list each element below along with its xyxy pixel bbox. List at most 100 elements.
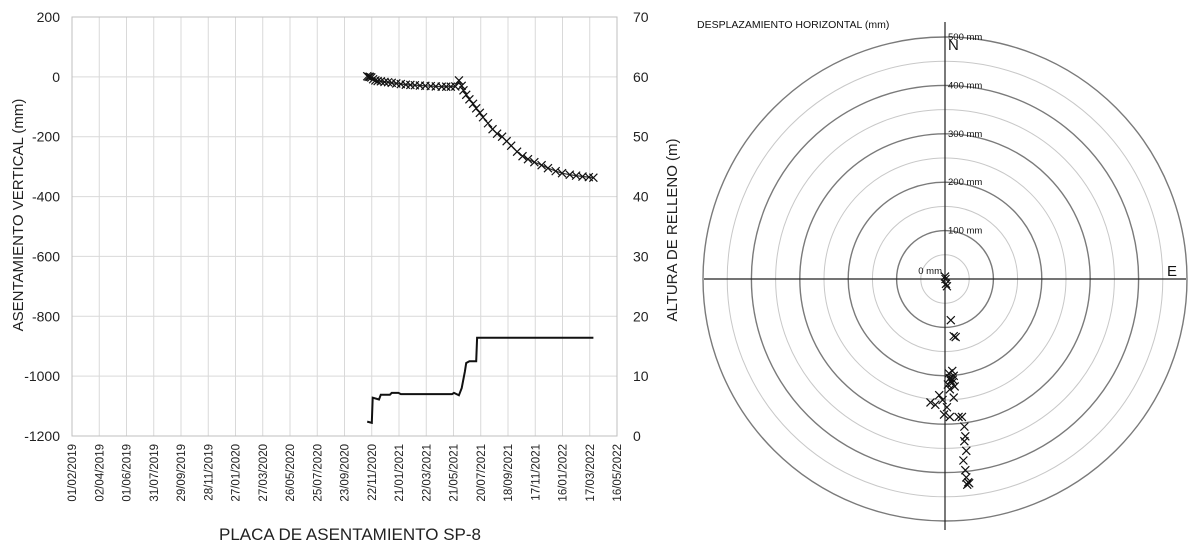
y2-tick-label: 30 — [633, 248, 649, 264]
settlement-point — [557, 168, 567, 178]
settlement-point — [383, 77, 393, 87]
y2-tick-label: 10 — [633, 368, 649, 384]
displacement-point — [926, 397, 935, 407]
ring-label: 0 mm — [918, 266, 942, 277]
settlement-point — [464, 94, 474, 104]
displacement-point — [942, 281, 952, 291]
x-tick-label: 27/03/2020 — [258, 444, 270, 502]
displacement-point — [947, 366, 957, 376]
settlement-point — [364, 72, 373, 82]
displacement-point — [946, 315, 956, 325]
settlement-point — [475, 108, 485, 118]
displacement-point — [958, 456, 968, 465]
displacement-point — [939, 410, 949, 419]
displacement-point — [959, 436, 969, 446]
y2-tick-label: 50 — [633, 129, 649, 145]
left-y-tick-labels: 200 0 -200 -400 -600 -800 -1000 -1200 — [24, 9, 60, 444]
y2-tick-label: 20 — [633, 308, 649, 324]
displacement-point — [959, 422, 969, 432]
ring-label: 300 mm — [948, 129, 982, 140]
y-tick-label: 200 — [37, 9, 61, 25]
x-tick-label: 18/09/2021 — [503, 444, 515, 502]
settlement-point — [471, 103, 481, 113]
right-y-tick-labels: 70 60 50 40 30 20 10 0 — [633, 9, 649, 444]
polar-ring-labels: 0 mm 100 mm 200 mm 300 mm 400 mm 500 mm — [918, 32, 982, 277]
ring-label: 400 mm — [948, 80, 982, 91]
settlement-point — [457, 81, 467, 91]
settlement-point — [588, 173, 598, 183]
plot-area-border — [71, 16, 618, 437]
horizontal-displacement-chart: 0 mm 100 mm 200 mm 300 mm 400 mm 500 mm DESPL… — [697, 19, 1188, 530]
displacement-point — [960, 465, 970, 475]
x-tick-label: 23/09/2020 — [340, 444, 352, 502]
settlement-point — [551, 166, 561, 176]
displacement-point — [946, 376, 956, 386]
y-tick-label: 0 — [52, 69, 60, 85]
y-tick-label: -400 — [32, 189, 60, 205]
settlement-point — [512, 147, 522, 157]
displacement-point — [938, 395, 948, 405]
x-tick-label: 25/07/2020 — [312, 444, 324, 502]
settlement-point — [492, 129, 502, 139]
settlement-point — [468, 99, 478, 109]
settlement-point — [523, 154, 533, 164]
ring-label: 500 mm — [948, 32, 982, 43]
displacement-point — [957, 412, 967, 422]
y-tick-label: -1200 — [24, 428, 60, 444]
settlement-point — [376, 76, 386, 86]
settlement-point — [461, 90, 471, 100]
displacement-point — [940, 272, 950, 282]
displacement-point — [945, 373, 955, 383]
settlement-series — [362, 71, 598, 183]
y2-tick-label: 40 — [633, 189, 649, 205]
displacement-point — [954, 412, 963, 422]
polar-title: DESPLAZAMIENTO HORIZONTAL (mm) — [697, 19, 889, 31]
x-tick-label: 21/01/2021 — [394, 444, 406, 502]
settlement-point — [478, 112, 488, 122]
north-label: N — [948, 37, 959, 54]
displacement-point — [942, 402, 952, 412]
y-tick-label: -600 — [32, 248, 60, 264]
x-tick-label: 02/04/2019 — [94, 444, 106, 502]
y-axis-title: ASENTAMIENTO VERTICAL (mm) — [10, 99, 27, 332]
settlement-point — [483, 118, 493, 128]
x-tick-label: 31/07/2019 — [149, 444, 161, 502]
displacement-point — [951, 332, 961, 342]
x-tick-label: 21/05/2021 — [449, 444, 461, 502]
displacement-point — [949, 393, 959, 403]
y2-axis-title: ALTURA DE RELLENO (m) — [664, 138, 681, 321]
x-tick-label: 01/06/2019 — [122, 444, 134, 502]
y-tick-label: -1000 — [24, 368, 60, 384]
displacement-point — [934, 390, 944, 400]
ring-label: 200 mm — [948, 177, 982, 188]
left-chart-frame — [71, 16, 618, 437]
displacement-point — [930, 400, 940, 410]
y-tick-label: -800 — [32, 308, 60, 324]
east-label: E — [1167, 263, 1177, 280]
x-tick-label: 17/11/2021 — [530, 444, 542, 501]
settlement-point — [368, 74, 378, 84]
displacement-point — [950, 382, 960, 391]
settlement-point — [380, 77, 389, 87]
ring-label: 100 mm — [948, 226, 982, 237]
settlement-point — [454, 76, 464, 85]
x-tick-label: 22/11/2020 — [367, 444, 379, 501]
x-tick-label: 27/01/2020 — [231, 444, 243, 502]
settlement-line — [366, 75, 594, 179]
polar-points — [926, 272, 974, 490]
displacement-point — [941, 279, 951, 289]
settlement-point — [518, 151, 527, 161]
x-tick-label: 20/07/2021 — [476, 444, 488, 502]
x-tick-label: 16/01/2022 — [558, 444, 570, 502]
left-chart-grid — [71, 16, 618, 437]
fill-height-line — [366, 336, 594, 425]
settlement-point — [537, 160, 547, 170]
y-tick-label: -200 — [32, 129, 60, 145]
x-tick-label: 16/05/2022 — [612, 444, 624, 502]
settlement-point — [459, 85, 468, 95]
settlement-point — [543, 163, 553, 173]
y2-tick-label: 60 — [633, 69, 649, 85]
displacement-point — [948, 375, 958, 385]
